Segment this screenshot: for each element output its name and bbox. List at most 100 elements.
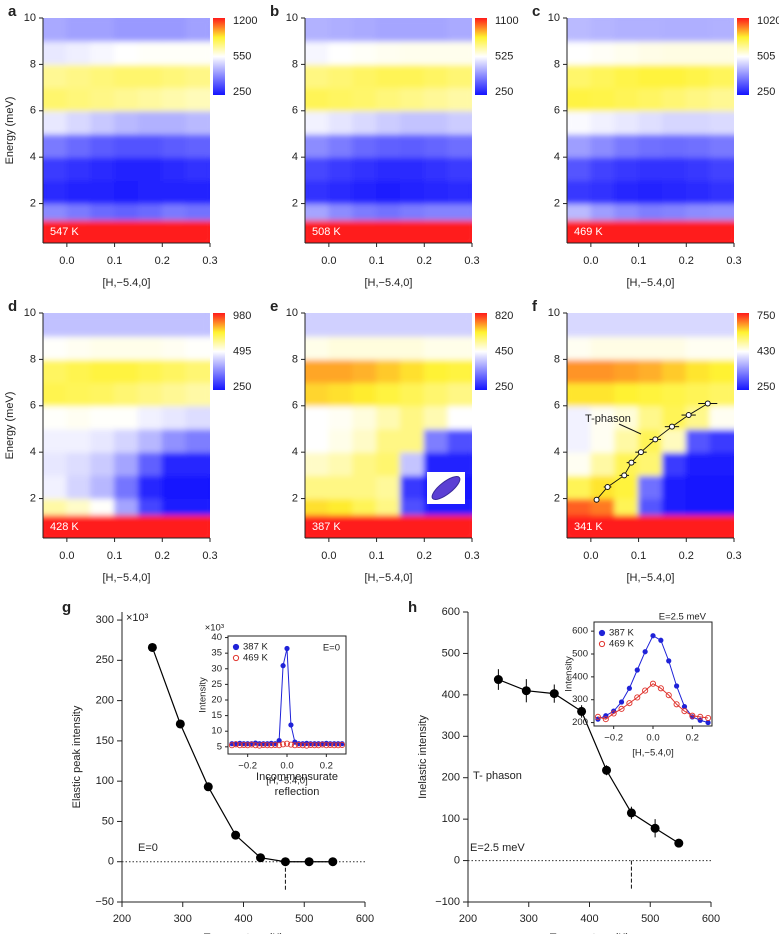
y-tick-label: 10 <box>548 12 560 24</box>
heat-cell <box>66 87 92 112</box>
colorbar-label: 250 <box>233 86 251 98</box>
data-point <box>642 687 649 694</box>
heat-cell <box>638 219 663 243</box>
heat-cell <box>43 358 68 384</box>
heat-cell <box>161 451 187 476</box>
heat-cell <box>66 156 92 181</box>
heat-cell <box>161 40 187 65</box>
data-point <box>240 741 247 748</box>
heat-cell <box>185 405 210 430</box>
heat-cell <box>90 358 116 384</box>
y-tick-label: 10 <box>286 12 298 24</box>
heatmap <box>43 18 210 243</box>
data-point <box>280 857 290 867</box>
heat-cell <box>685 313 711 337</box>
heat-cell <box>305 110 330 135</box>
heat-cell <box>161 474 187 500</box>
phason-point <box>604 483 611 490</box>
heat-cell <box>185 514 210 538</box>
annotation: E=0 <box>138 842 158 854</box>
heat-cell <box>590 219 616 243</box>
heat-cell <box>590 358 616 384</box>
phason-point <box>685 412 692 419</box>
heat-cell <box>709 498 734 516</box>
heat-cell <box>305 428 330 453</box>
data-point <box>256 742 263 749</box>
panel-label: f <box>532 298 538 315</box>
y-tick-label: 100 <box>442 813 460 825</box>
heat-cell <box>614 110 640 135</box>
heat-cell <box>43 474 68 500</box>
heat-cell <box>185 428 210 453</box>
heat-cell <box>399 156 425 181</box>
heat-cell <box>43 335 68 360</box>
heat-cell <box>43 179 68 205</box>
heatmap-cells <box>305 18 472 243</box>
heat-cell <box>161 498 187 516</box>
heat-cell <box>447 87 472 112</box>
data-point <box>610 710 617 717</box>
heat-cell <box>137 203 163 221</box>
heat-cell <box>90 382 116 407</box>
heat-cell <box>567 203 592 221</box>
x-tick-label: 0.2 <box>679 255 694 267</box>
heat-cell <box>399 498 425 516</box>
heat-cell <box>114 63 139 89</box>
heat-cell <box>305 133 330 158</box>
y-tick-label: −100 <box>435 896 460 908</box>
heat-cell <box>638 335 663 360</box>
data-point <box>303 742 310 749</box>
y-tick-label: 2 <box>554 492 560 504</box>
heat-cell <box>709 313 734 337</box>
y-tick-label: 50 <box>102 815 114 827</box>
heat-cell <box>328 358 354 384</box>
heat-cell <box>185 219 210 243</box>
heat-cell <box>399 428 425 453</box>
heat-cell <box>661 18 687 42</box>
heat-cell <box>567 179 592 205</box>
heat-cell <box>423 179 449 205</box>
heat-cell <box>137 133 163 158</box>
x-tick-label: 400 <box>234 913 252 925</box>
data-point <box>658 637 664 643</box>
heat-cell <box>185 498 210 516</box>
data-point <box>319 741 326 748</box>
heat-cell <box>66 428 92 453</box>
heat-cell <box>376 405 401 430</box>
heat-cell <box>614 219 640 243</box>
colorbar <box>737 18 749 95</box>
x-tick-label: 400 <box>580 913 598 925</box>
heat-cell <box>328 514 354 538</box>
heat-cell <box>43 514 68 538</box>
heat-cell <box>305 405 330 430</box>
data-point <box>549 689 559 699</box>
heatmap-cells <box>305 313 472 538</box>
x-tick-label: 0.3 <box>464 550 479 562</box>
heat-cell <box>423 514 449 538</box>
heat-cell <box>447 156 472 181</box>
heat-cell <box>137 358 163 384</box>
temperature-label: 469 K <box>574 226 603 238</box>
heat-cell <box>661 313 687 337</box>
heat-cell <box>328 313 354 337</box>
y-tick-label: 4 <box>554 151 560 163</box>
colorbar-label: 250 <box>495 381 513 393</box>
heat-cell <box>185 40 210 65</box>
heat-cell <box>447 451 472 476</box>
colorbar-label: 250 <box>233 381 251 393</box>
phason-label: T-phason <box>585 413 631 425</box>
heat-cell <box>137 179 163 205</box>
data-point <box>291 742 298 749</box>
heat-cell <box>305 514 330 538</box>
heat-cell <box>567 405 592 430</box>
legend-marker <box>598 629 606 637</box>
x-tick-label: 0.1 <box>369 550 384 562</box>
heat-cell <box>567 18 592 42</box>
heat-cell <box>685 335 711 360</box>
data-point <box>252 742 259 749</box>
heat-cell <box>66 335 92 360</box>
heat-cell <box>376 133 401 158</box>
y-axis-label: Intensity <box>198 677 209 713</box>
heat-cell <box>161 18 187 42</box>
heat-cell <box>399 313 425 337</box>
